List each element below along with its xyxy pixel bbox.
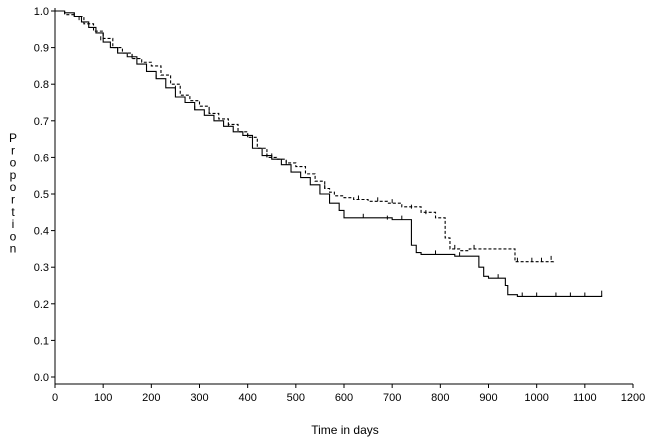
y-tick-label: 1.0: [34, 6, 49, 18]
y-tick-label: 0.4: [34, 226, 49, 238]
y-axis-title-letter: o: [10, 180, 17, 194]
x-tick-label: 200: [142, 392, 160, 404]
x-tick-label: 600: [335, 392, 353, 404]
y-tick-label: 0.0: [34, 372, 49, 384]
x-tick-label: 1100: [573, 392, 597, 404]
x-tick-label: 500: [287, 392, 305, 404]
y-axis-title-letter: p: [10, 168, 17, 182]
y-axis-title-letter: o: [10, 229, 17, 243]
x-tick-label: 1000: [524, 392, 548, 404]
y-tick-label: 0.2: [34, 299, 49, 311]
y-tick-label: 0.1: [34, 335, 49, 347]
series-group-solid: [55, 10, 603, 298]
axes: 0.0 0.1 0.2 0.3 0.4 0.5 0.6 0.7 0.8 0.9 1.0 0 100 200…: [34, 6, 646, 404]
series-line: [55, 10, 555, 263]
y-tick-label: 0.5: [34, 189, 49, 201]
y-axis-title-letter: P: [9, 131, 17, 145]
y-axis-title-letter: i: [12, 217, 15, 231]
x-tick-label: 0: [52, 392, 58, 404]
y-axis-title-letter: t: [11, 205, 15, 219]
series-layer: [55, 10, 603, 298]
x-tick-label: 300: [190, 392, 208, 404]
series-group-dashed: [55, 10, 555, 263]
y-tick-label: 0.3: [34, 262, 49, 274]
x-tick-label: 100: [94, 392, 112, 404]
x-axis-title: Time in days: [311, 423, 379, 437]
y-tick-label: 0.8: [34, 79, 49, 91]
x-tick-label: 700: [383, 392, 401, 404]
x-tick-label: 900: [479, 392, 497, 404]
x-tick-label: 1200: [621, 392, 645, 404]
y-tick-label: 0.9: [34, 43, 49, 55]
y-tick-label: 0.7: [34, 116, 49, 128]
x-tick-label: 800: [431, 392, 449, 404]
y-tick-label: 0.6: [34, 152, 49, 164]
y-axis-title-letter: r: [11, 143, 15, 157]
x-tick-label: 400: [238, 392, 256, 404]
y-axis-title-letter: n: [10, 242, 17, 256]
series-line: [55, 10, 603, 298]
y-axis-title-letter: o: [10, 156, 17, 170]
y-axis-title-letter: r: [11, 193, 15, 207]
